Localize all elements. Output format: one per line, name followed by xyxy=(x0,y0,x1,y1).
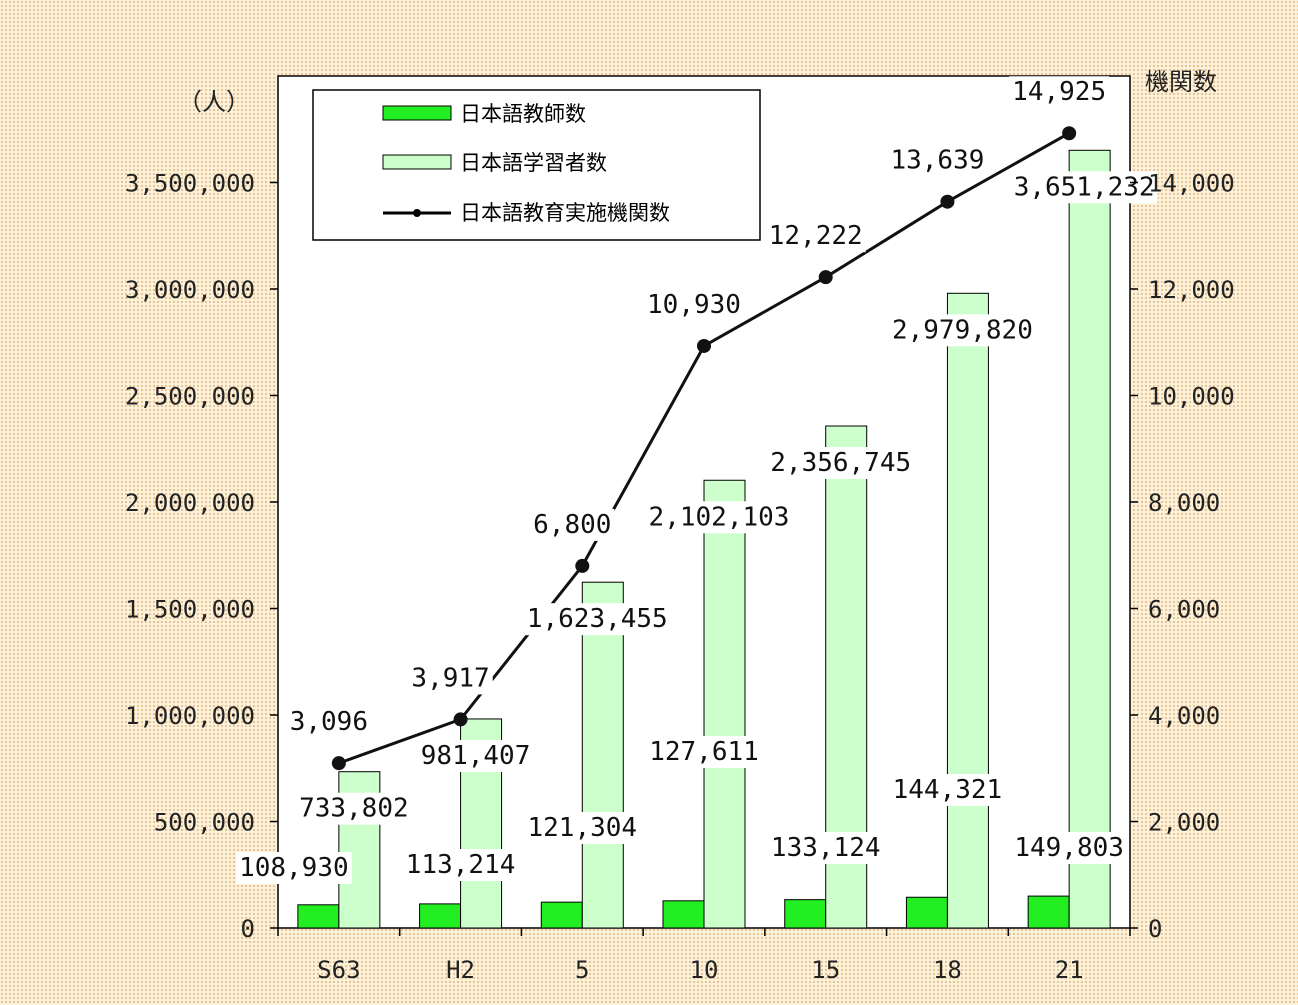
label-institutions: 14,925 xyxy=(1012,77,1106,107)
left-tick-label: 0 xyxy=(241,915,255,943)
label-teachers-bg xyxy=(767,832,884,864)
point-institutions xyxy=(453,712,468,727)
legend-label-institutions: 日本語教育実施機関数 xyxy=(460,201,670,225)
x-tick-label: 21 xyxy=(1055,956,1084,984)
point-institutions xyxy=(575,558,590,573)
label-teachers: 121,304 xyxy=(527,813,637,843)
label-teachers: 133,124 xyxy=(771,833,881,863)
left-tick-label: 1,000,000 xyxy=(125,702,255,730)
bar-teachers xyxy=(905,896,948,929)
label-teachers: 144,321 xyxy=(893,775,1003,805)
x-tick-label: S63 xyxy=(317,956,360,984)
x-tick-label: H2 xyxy=(446,956,475,984)
label-teachers-bg xyxy=(1011,832,1127,864)
label-learners-bg xyxy=(523,603,671,636)
bar-learners xyxy=(581,581,624,929)
label-teachers-bg xyxy=(646,736,762,768)
label-learners: 733,802 xyxy=(299,794,409,824)
institutions-line xyxy=(331,126,1077,771)
label-learners: 2,356,745 xyxy=(770,448,911,478)
label-institutions: 13,639 xyxy=(890,146,984,176)
label-institutions-bg xyxy=(1009,76,1110,109)
right-tick-label: 8,000 xyxy=(1148,489,1220,517)
label-learners-bg xyxy=(417,739,534,772)
right-tick-label: 4,000 xyxy=(1148,702,1220,730)
left-tick-label: 3,000,000 xyxy=(125,276,255,304)
label-learners-bg xyxy=(645,501,793,534)
left-axis: 0 500,000 1,000,000 1,500,000 2,000,000 2,500… xyxy=(125,170,278,943)
label-learners: 3,651,232 xyxy=(1014,172,1155,202)
label-institutions-bg xyxy=(887,144,988,177)
label-teachers-bg xyxy=(889,774,1006,806)
x-tick-label: 10 xyxy=(690,956,719,984)
label-learners-bg xyxy=(888,314,1036,347)
legend-label-learners: 日本語学習者数 xyxy=(460,151,607,175)
bar-teachers xyxy=(540,901,583,929)
left-tick-label: 1,500,000 xyxy=(125,596,255,624)
label-institutions-bg xyxy=(530,508,615,541)
bar-learners xyxy=(946,292,989,929)
label-teachers-bg xyxy=(402,849,519,881)
left-tick-label: 500,000 xyxy=(154,809,255,837)
bar-teachers xyxy=(297,904,340,929)
x-tick-label: 5 xyxy=(575,956,589,984)
label-learners-bg xyxy=(767,447,915,480)
label-teachers: 149,803 xyxy=(1014,833,1124,863)
bar-teachers xyxy=(1027,895,1070,929)
bar-learners xyxy=(1068,149,1111,929)
label-teachers: 127,611 xyxy=(649,737,759,767)
bar-learners xyxy=(703,479,746,929)
point-institutions xyxy=(697,338,711,353)
bar-teachers xyxy=(419,903,462,929)
right-tick-label: 2,000 xyxy=(1148,809,1220,837)
legend-marker-institutions xyxy=(413,209,421,217)
label-institutions: 12,222 xyxy=(769,221,863,251)
label-institutions-bg xyxy=(765,220,866,253)
label-institutions-bg xyxy=(286,706,371,739)
point-institutions xyxy=(818,270,833,285)
label-institutions: 6,800 xyxy=(533,510,611,540)
right-axis-unit: 機関数 xyxy=(1145,68,1217,96)
label-learners: 981,407 xyxy=(421,741,531,771)
right-tick-label: 14,000 xyxy=(1148,170,1235,198)
label-learners-bg xyxy=(296,792,412,825)
x-tick-label: 15 xyxy=(811,956,840,984)
point-institutions xyxy=(1062,126,1077,141)
label-institutions-bg xyxy=(644,288,744,321)
label-institutions: 3,096 xyxy=(290,707,368,737)
data-labels: 733,802 981,407 1,623,455 2,102,103 2,356,74… xyxy=(236,76,1158,884)
bar-teachers xyxy=(784,899,827,929)
label-teachers: 108,930 xyxy=(239,853,349,883)
label-institutions: 10,930 xyxy=(647,290,741,320)
left-axis-unit: （人） xyxy=(178,88,250,116)
legend-swatch-teachers xyxy=(382,105,452,121)
point-institutions xyxy=(331,756,346,771)
label-learners: 1,623,455 xyxy=(527,604,668,634)
label-teachers-bg xyxy=(236,852,352,884)
left-tick-label: 3,500,000 xyxy=(125,170,255,198)
label-teachers: 113,214 xyxy=(406,850,516,880)
left-tick-label: 2,500,000 xyxy=(125,383,255,411)
label-learners-bg xyxy=(1010,171,1158,204)
legend-label-teachers: 日本語教師数 xyxy=(460,102,586,126)
right-tick-label: 6,000 xyxy=(1148,596,1220,624)
label-learners: 2,102,103 xyxy=(649,502,790,532)
legend: 日本語教師数 日本語学習者数 日本語教育実施機関数 xyxy=(312,89,761,241)
label-teachers-bg xyxy=(524,812,641,844)
x-axis: S63 H2 5 10 15 18 21 xyxy=(277,928,1131,984)
right-tick-label: 12,000 xyxy=(1148,276,1235,304)
right-tick-label: 10,000 xyxy=(1148,383,1235,411)
legend-swatch-learners xyxy=(382,154,452,170)
right-tick-label: 0 xyxy=(1148,915,1162,943)
label-institutions-bg xyxy=(408,662,493,695)
label-institutions: 3,917 xyxy=(411,663,489,693)
label-learners: 2,979,820 xyxy=(892,315,1033,345)
bar-teachers xyxy=(662,900,705,929)
right-axis: 0 2,000 4,000 6,000 8,000 10,000 12,000 14,000 xyxy=(1130,170,1235,943)
x-tick-label: 18 xyxy=(933,956,962,984)
left-tick-label: 2,000,000 xyxy=(125,489,255,517)
point-institutions xyxy=(940,194,955,209)
